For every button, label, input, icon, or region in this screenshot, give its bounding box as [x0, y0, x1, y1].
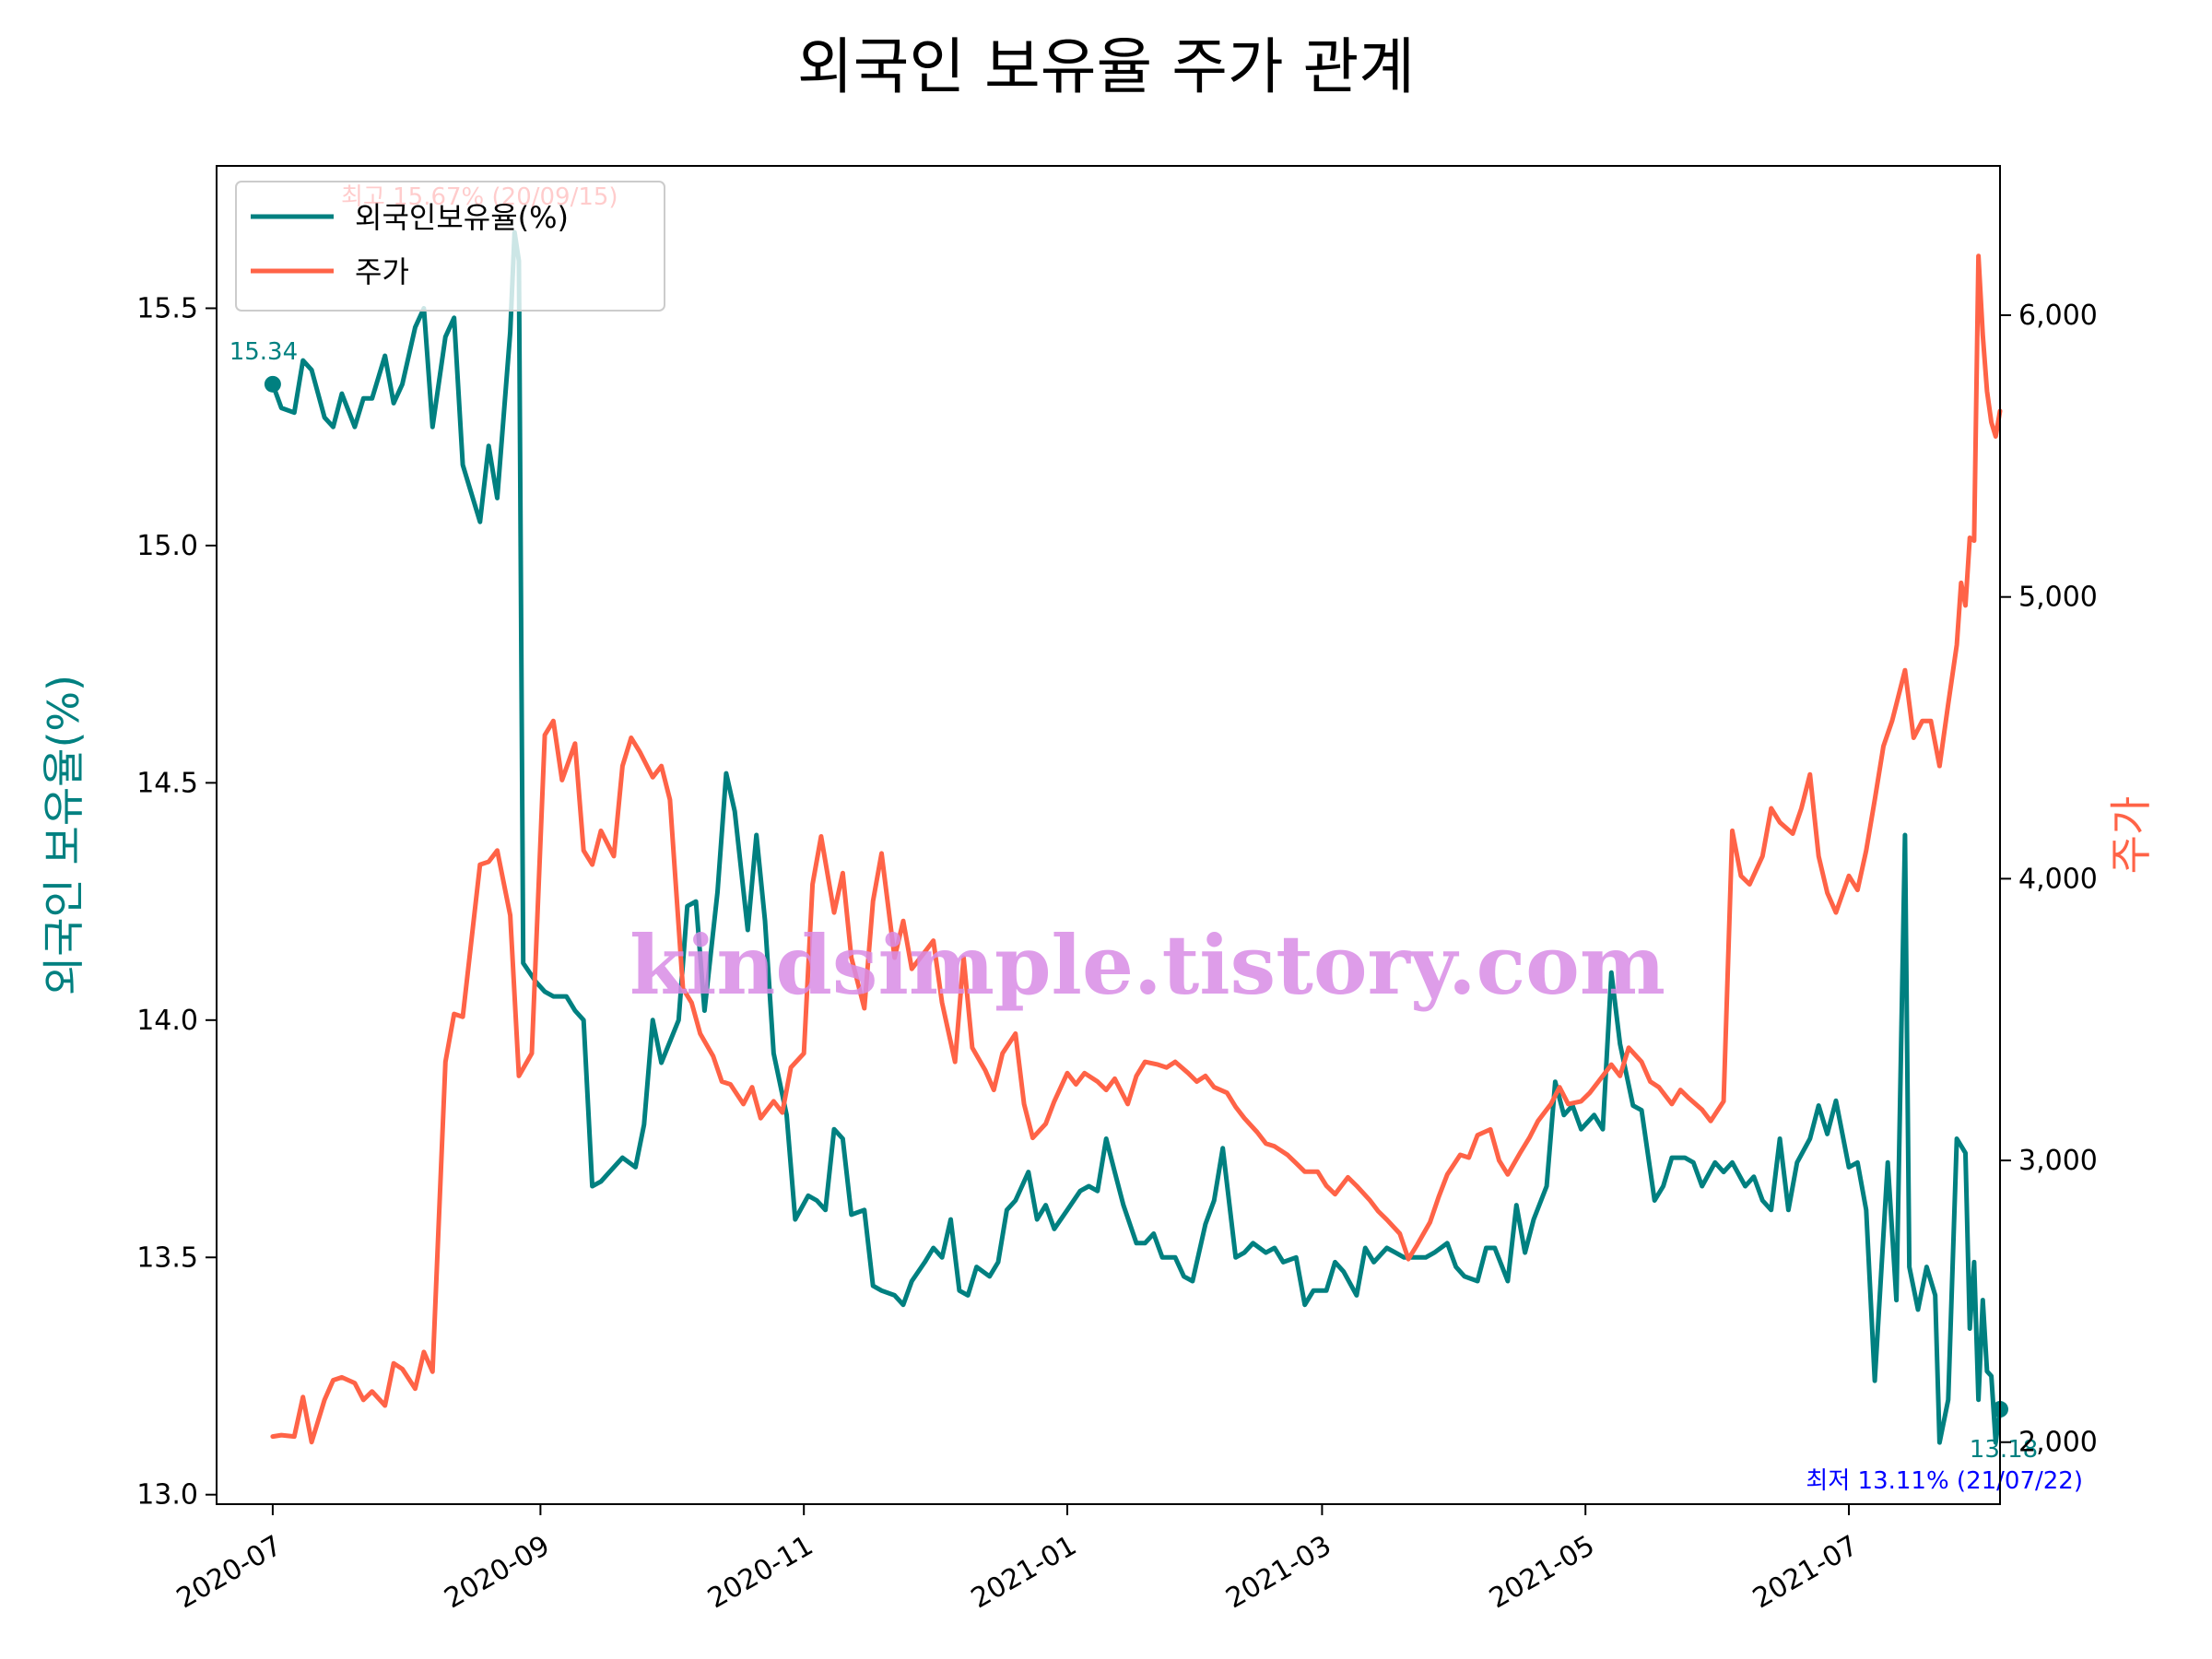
y-axis-right-label: 주가	[2106, 796, 2156, 875]
series-line-stock-price	[270, 253, 2003, 1445]
x-tick-label: 2021-07	[1747, 1529, 1864, 1615]
series-layer	[270, 229, 2003, 1445]
y-left-tick-label: 13.0	[136, 1479, 198, 1512]
legend-label-stock-price: 주가	[355, 254, 409, 289]
x-tick-label: 2020-09	[439, 1529, 555, 1615]
y-right-tick-label: 5,000	[2018, 582, 2098, 614]
y-left-tick-label: 13.5	[136, 1241, 198, 1274]
legend-box	[235, 181, 665, 312]
plot-area	[217, 166, 2000, 1504]
y-right-tick-label: 6,000	[2018, 300, 2098, 332]
min-annotation: 최저 13.11% (21/07/22)	[1806, 1467, 2083, 1495]
y-left-tick-label: 14.0	[136, 1005, 198, 1037]
y-axis-right: 2,000 3,000 4,000 5,000 6,000	[2000, 300, 2098, 1459]
plot-frame	[216, 165, 2001, 1505]
x-tick-label: 2020-07	[171, 1529, 288, 1615]
y-right-tick-label: 4,000	[2018, 863, 2098, 895]
y-left-tick-label: 15.0	[136, 530, 198, 562]
x-tick-label: 2021-05	[1484, 1529, 1600, 1615]
y-right-tick-label: 2,000	[2018, 1427, 2098, 1459]
x-tick-label: 2020-11	[702, 1529, 818, 1615]
plot-background	[217, 166, 2000, 1504]
watermark-text: kindsimple.tistory.com	[629, 917, 1665, 1013]
first-value-label: 15.34	[229, 338, 298, 366]
last-value-label: 13.18	[1970, 1436, 2038, 1464]
series-line-foreign-ratio	[270, 229, 2003, 1445]
x-tick-label: 2021-03	[1220, 1529, 1336, 1615]
x-axis: 2020-07 2020-09 2020-11 2021-01 2021-03 2021-…	[171, 1504, 1864, 1615]
legend: 외국인보유율(%) 주가	[235, 181, 665, 312]
legend-label-foreign-ratio: 외국인보유율(%)	[355, 200, 569, 235]
chart-title: 외국인 보유율 주가 관계	[797, 31, 1415, 102]
y-axis-left-label: 외국인 보유율(%)	[39, 675, 88, 995]
y-right-tick-label: 3,000	[2018, 1145, 2098, 1177]
y-left-tick-label: 14.5	[136, 767, 198, 799]
x-tick-label: 2021-01	[966, 1529, 1082, 1615]
y-left-tick-label: 15.5	[136, 292, 198, 324]
y-axis-left: 13.0 13.5 14.0 14.5 15.0 15.5	[136, 292, 217, 1512]
first-value-marker	[264, 375, 281, 393]
